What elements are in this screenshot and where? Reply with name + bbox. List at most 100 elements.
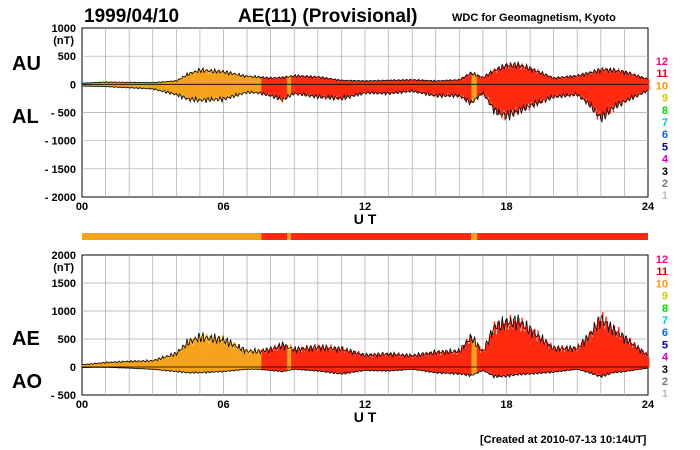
envelope-segment: [345, 80, 347, 99]
envelope-segment: [554, 348, 556, 372]
envelope-segment: [575, 350, 577, 370]
envelope-segment: [129, 82, 132, 89]
envelope-segment: [550, 342, 552, 373]
envelope-segment: [379, 354, 381, 370]
envelope-segment: [544, 75, 547, 104]
envelope-segment: [646, 79, 649, 91]
envelope-segment: [182, 76, 185, 98]
envelope-segment: [461, 77, 464, 98]
envelope-segment: [100, 363, 102, 368]
institution-label: WDC for Geomagnetism, Kyoto: [452, 12, 616, 24]
envelope-segment: [623, 340, 625, 371]
envelope-segment: [119, 361, 121, 368]
envelope-segment: [563, 351, 566, 371]
envelope-segment: [350, 80, 352, 96]
envelope-segment: [313, 77, 315, 98]
envelope-segment: [118, 361, 120, 368]
envelope-segment: [239, 348, 241, 370]
envelope-segment: [398, 352, 400, 371]
envelope-segment: [362, 353, 364, 371]
envelope-segment: [212, 341, 214, 373]
envelope-segment: [195, 341, 198, 372]
envelope-segment: [298, 347, 300, 370]
envelope-segment: [401, 79, 403, 93]
envelope-segment: [625, 71, 627, 103]
x-tick-label: 00: [76, 399, 88, 411]
envelope-segment: [371, 357, 374, 371]
envelope-segment: [596, 324, 599, 377]
envelope-segment: [491, 335, 494, 375]
envelope-segment: [141, 360, 143, 369]
scale-level-label: 9: [662, 291, 668, 303]
envelope-segment: [303, 77, 306, 95]
envelope-segment: [638, 347, 640, 370]
envelope-segment: [535, 335, 537, 373]
envelope-segment: [440, 80, 443, 96]
envelope-segment: [647, 79, 650, 91]
envelope-segment: [242, 348, 244, 370]
envelope-segment: [599, 70, 602, 119]
envelope-segment: [405, 79, 408, 93]
envelope-segment: [453, 349, 455, 374]
envelope-segment: [300, 351, 303, 370]
envelope-segment: [412, 357, 414, 370]
envelope-segment: [566, 77, 569, 95]
envelope-segment: [110, 361, 113, 368]
envelope-segment: [423, 80, 426, 94]
envelope-segment: [485, 74, 487, 99]
envelope-segment: [576, 350, 579, 370]
envelope-segment: [622, 71, 624, 102]
envelope-segment: [112, 362, 115, 368]
x-tick-label: 12: [359, 399, 371, 411]
envelope-segment: [443, 81, 446, 95]
envelope-segment: [130, 361, 133, 369]
envelope-segment: [493, 321, 496, 377]
envelope-segment: [494, 325, 497, 377]
envelope-segment: [202, 334, 205, 372]
envelope-segment: [632, 74, 635, 99]
envelope-segment: [446, 351, 448, 374]
envelope-segment: [187, 341, 189, 372]
envelope-segment: [476, 345, 479, 374]
envelope-segment: [553, 77, 555, 99]
envelope-segment: [569, 347, 571, 371]
envelope-segment: [502, 66, 504, 113]
envelope-segment: [418, 354, 420, 371]
envelope-segment: [600, 70, 603, 123]
envelope-segment: [439, 355, 442, 373]
scale-level-label: 3: [662, 364, 668, 376]
envelope-segment: [317, 344, 320, 372]
envelope-segment: [351, 80, 354, 95]
envelope-segment: [456, 79, 459, 97]
envelope-segment: [635, 347, 638, 370]
envelope-segment: [615, 336, 618, 373]
envelope-segment: [363, 81, 365, 92]
envelope-segment: [101, 362, 103, 368]
envelope-segment: [344, 352, 346, 374]
envelope-segment: [513, 64, 516, 114]
envelope-segment: [574, 346, 576, 370]
lower-envelope-line: [82, 85, 648, 123]
envelope-segment: [281, 77, 283, 103]
envelope-segment: [472, 339, 475, 376]
envelope-segment: [621, 70, 623, 106]
envelope-segment: [432, 80, 434, 96]
envelope-segment: [184, 344, 187, 373]
envelope-segment: [466, 338, 468, 375]
envelope-segment: [169, 81, 171, 94]
envelope-segment: [389, 353, 392, 372]
envelope-segment: [449, 351, 451, 374]
envelope-segment: [94, 362, 97, 368]
envelope-segment: [519, 322, 521, 374]
envelope-segment: [334, 79, 337, 98]
envelope-segment: [363, 356, 365, 370]
envelope-segment: [268, 78, 271, 97]
envelope-segment: [356, 354, 359, 372]
envelope-segment: [442, 352, 445, 373]
envelope-segment: [642, 350, 644, 369]
envelope-segment: [528, 329, 531, 376]
x-axis-label: U T: [354, 211, 377, 227]
envelope-segment: [530, 68, 533, 103]
envelope-segment: [132, 361, 135, 369]
envelope-segment: [167, 82, 170, 92]
